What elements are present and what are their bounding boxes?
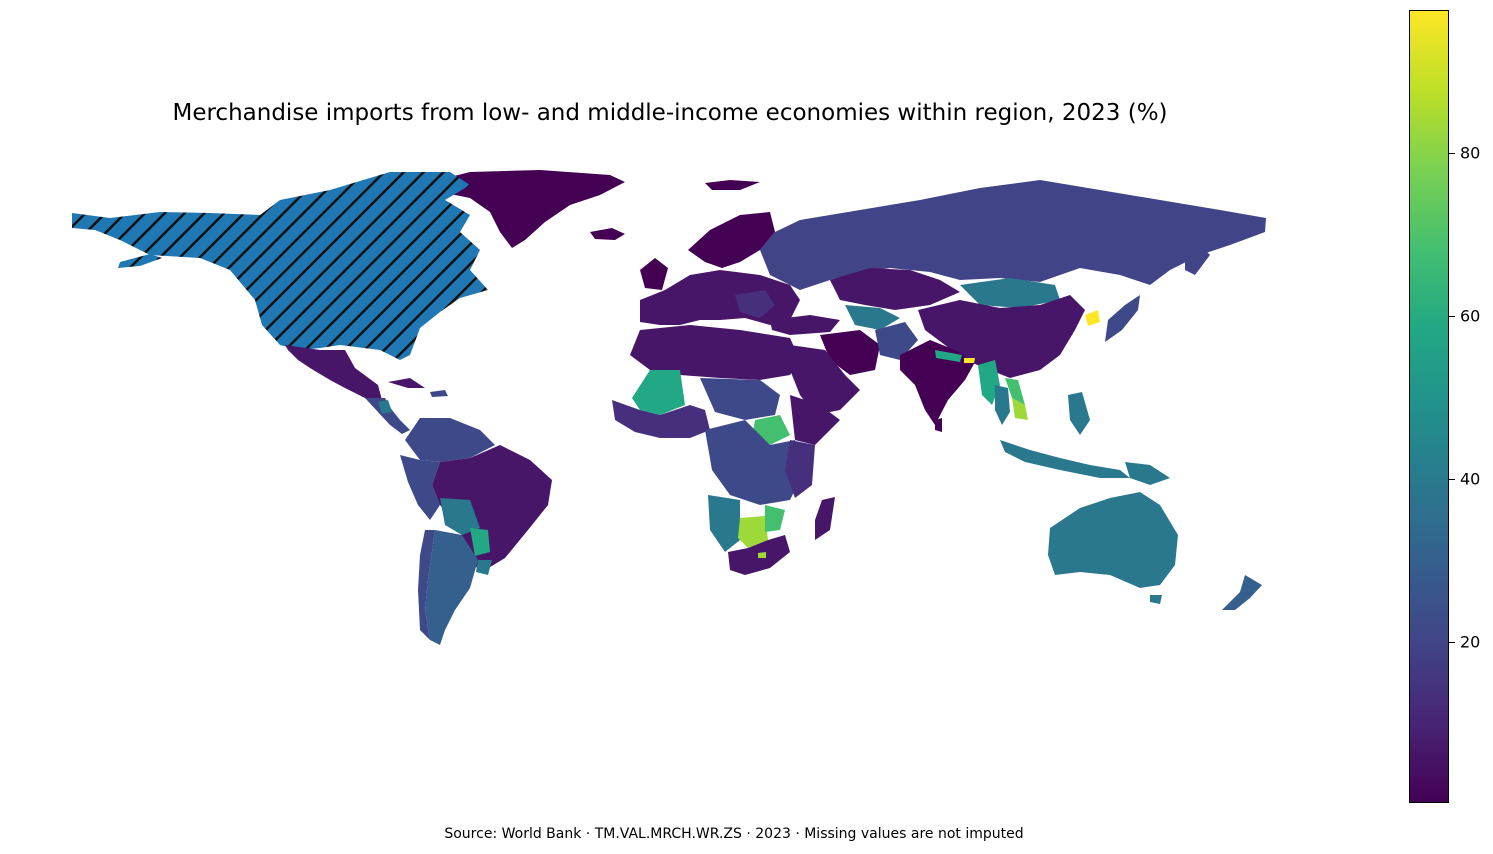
cuba: [388, 378, 425, 388]
kazakhstan: [830, 268, 960, 310]
colorbar-label-60: 60: [1460, 306, 1481, 326]
colombia-venezuela: [405, 418, 495, 462]
vietnam-cambodia: [1012, 398, 1028, 420]
colorbar: [1409, 10, 1449, 803]
north-america-missing: [72, 172, 488, 360]
greenland: [430, 170, 625, 248]
sri-lanka: [935, 418, 942, 432]
tasmania: [1150, 595, 1162, 604]
colorbar-label-40: 40: [1460, 469, 1481, 489]
north-africa: [630, 325, 800, 380]
far-east-islands: [1185, 245, 1210, 275]
chile: [418, 530, 435, 640]
peru-ecuador: [400, 455, 440, 520]
bolivia: [440, 498, 480, 535]
uruguay: [476, 560, 492, 575]
madagascar: [815, 497, 835, 540]
uk-ireland: [640, 258, 668, 290]
colorbar-tick-40: [1449, 479, 1455, 480]
mongolia: [960, 278, 1060, 308]
central-africa: [705, 420, 805, 505]
china: [918, 295, 1085, 378]
map-title: Merchandise imports from low- and middle…: [172, 100, 1168, 126]
central-america: [365, 398, 410, 434]
thailand: [995, 385, 1010, 425]
iceland: [590, 228, 625, 240]
east-africa: [785, 440, 815, 498]
arabian-peninsula: [790, 345, 860, 415]
lesotho: [758, 552, 766, 558]
philippines: [1068, 392, 1090, 435]
bhutan: [964, 358, 975, 363]
argentina: [425, 530, 478, 645]
north-korea: [1085, 310, 1100, 326]
afghanistan-pakistan: [875, 322, 918, 360]
horn-africa: [790, 395, 840, 445]
mali: [632, 370, 685, 415]
source-note: Source: World Bank · TM.VAL.MRCH.WR.ZS ·…: [444, 826, 1024, 842]
colorbar-tick-80: [1449, 153, 1455, 154]
angola-namibia: [708, 495, 740, 552]
sahel-central: [700, 378, 780, 420]
guatemala: [378, 400, 392, 414]
west-africa: [612, 400, 710, 438]
svalbard: [705, 180, 760, 190]
central-asia: [845, 305, 900, 330]
papua-new-guinea: [1125, 462, 1170, 485]
botswana: [738, 516, 768, 548]
caribbean: [430, 390, 448, 397]
australia: [1048, 492, 1178, 588]
indonesia-malaysia: [1000, 440, 1130, 478]
paraguay: [470, 528, 490, 556]
brazil: [432, 445, 552, 572]
alaska-missing: [118, 254, 162, 268]
nepal: [935, 350, 962, 362]
mexico: [285, 345, 382, 400]
new-zealand: [1222, 575, 1262, 610]
colorbar-label-20: 20: [1460, 632, 1481, 652]
turkey-caucasus: [770, 315, 840, 335]
zimbabwe-mozambique: [765, 505, 785, 532]
russia: [760, 180, 1266, 290]
japan: [1105, 295, 1140, 342]
colorbar-tick-60: [1449, 316, 1455, 317]
colorbar-label-80: 80: [1460, 143, 1481, 163]
colorbar-tick-20: [1449, 642, 1455, 643]
scandinavia: [688, 212, 775, 268]
balkans: [735, 290, 775, 318]
myanmar: [978, 360, 1000, 405]
world-map: [72, 170, 1266, 645]
laos: [1005, 378, 1025, 405]
